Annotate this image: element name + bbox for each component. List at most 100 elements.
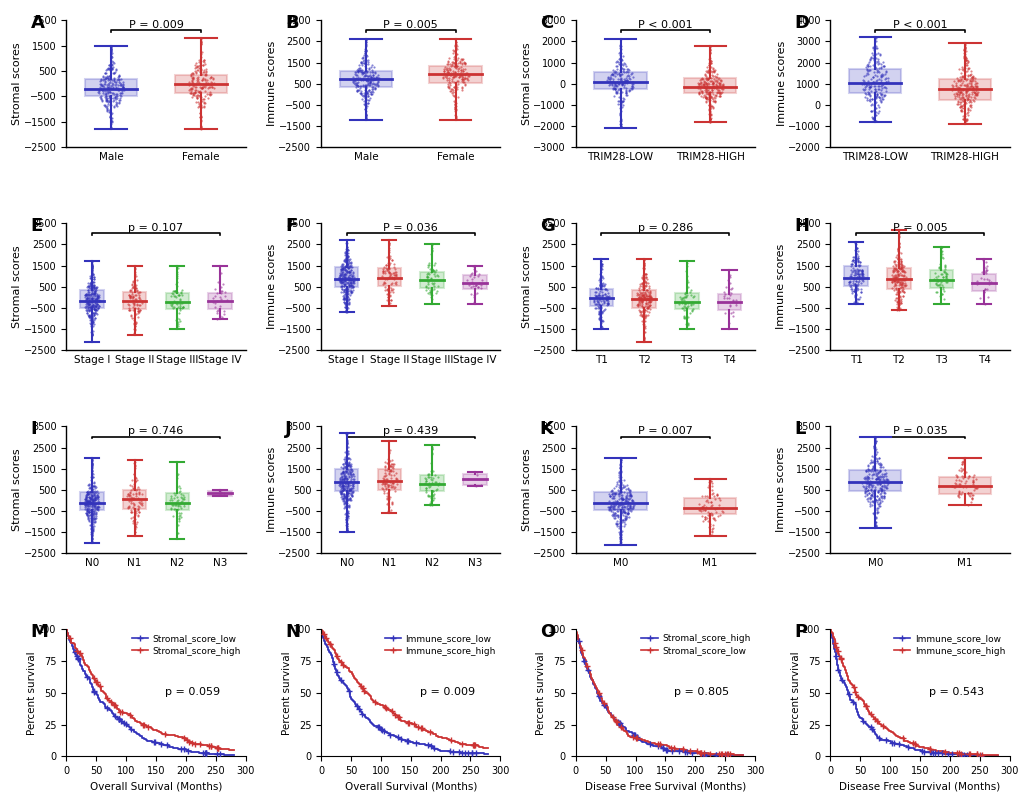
Point xyxy=(961,99,977,112)
Point xyxy=(589,289,605,302)
Point xyxy=(115,78,131,91)
Point xyxy=(86,300,102,313)
Point xyxy=(697,91,713,104)
Point xyxy=(856,482,872,495)
Point xyxy=(124,515,141,527)
Point xyxy=(375,475,391,488)
Point xyxy=(186,80,203,93)
Point xyxy=(77,300,94,313)
Point xyxy=(457,57,473,70)
Point xyxy=(84,326,100,339)
Point xyxy=(362,85,378,98)
Point xyxy=(169,262,185,275)
Point xyxy=(78,505,95,518)
Point xyxy=(344,269,361,282)
Point xyxy=(126,513,143,526)
Point xyxy=(129,503,146,516)
Point xyxy=(332,486,348,499)
Point xyxy=(336,446,353,459)
Point xyxy=(336,271,353,284)
Point xyxy=(630,298,646,311)
Point xyxy=(712,74,729,87)
Point xyxy=(418,269,434,282)
Point xyxy=(613,498,630,511)
Point xyxy=(961,69,977,82)
Point xyxy=(78,291,95,304)
Point xyxy=(172,302,189,315)
Point xyxy=(593,279,609,292)
Point xyxy=(126,327,143,340)
Point xyxy=(697,95,713,108)
Point xyxy=(593,315,609,328)
Point xyxy=(619,70,635,83)
Point xyxy=(123,311,140,324)
Point xyxy=(333,480,350,493)
Point xyxy=(84,282,100,294)
Point xyxy=(338,289,355,302)
Point xyxy=(959,486,975,499)
Point xyxy=(360,53,376,66)
Point xyxy=(619,503,635,516)
Point xyxy=(935,265,952,278)
Point xyxy=(360,89,376,102)
Point xyxy=(894,273,910,286)
Point xyxy=(419,271,435,284)
Point xyxy=(463,267,479,280)
Point xyxy=(702,499,718,512)
Point xyxy=(466,262,482,275)
Point xyxy=(434,70,450,83)
Point xyxy=(962,486,978,499)
Point xyxy=(81,506,97,519)
Point xyxy=(421,256,437,269)
Point xyxy=(633,277,649,290)
Point xyxy=(948,469,964,482)
Bar xyxy=(675,293,698,309)
Stromal_score_high xyxy=(127,714,140,724)
Bar xyxy=(420,475,443,491)
Stromal_score_low xyxy=(103,704,115,714)
Point xyxy=(624,75,640,88)
Point xyxy=(386,266,403,279)
Point xyxy=(338,437,355,450)
Immune_score_low xyxy=(850,706,862,716)
Point xyxy=(339,284,356,297)
Point xyxy=(878,478,895,491)
Point xyxy=(133,294,150,307)
Point xyxy=(78,504,95,517)
Point xyxy=(639,286,655,299)
Point xyxy=(848,284,864,297)
Point xyxy=(99,72,115,85)
Point xyxy=(424,471,440,484)
Point xyxy=(100,62,116,75)
Point xyxy=(639,290,655,303)
Y-axis label: Immune scores: Immune scores xyxy=(775,447,786,532)
Immune_score_low xyxy=(835,671,847,681)
Point xyxy=(105,67,121,80)
Point xyxy=(337,294,354,307)
Point xyxy=(125,311,142,324)
Point xyxy=(88,303,104,316)
Point xyxy=(865,485,881,498)
Point xyxy=(703,509,719,522)
Bar xyxy=(928,270,953,288)
Point xyxy=(335,473,352,486)
Point xyxy=(101,73,117,86)
Text: p = 0.107: p = 0.107 xyxy=(128,222,183,233)
Point xyxy=(89,292,105,305)
Point xyxy=(421,468,437,481)
Bar xyxy=(174,74,227,92)
Point xyxy=(611,475,628,488)
Point xyxy=(865,451,881,464)
Point xyxy=(960,76,976,89)
Point xyxy=(81,491,97,504)
Point xyxy=(379,453,395,466)
Point xyxy=(636,291,652,304)
Point xyxy=(701,113,717,126)
Point xyxy=(697,91,713,104)
Point xyxy=(694,515,710,527)
Point xyxy=(966,72,982,85)
Point xyxy=(866,85,882,98)
Point xyxy=(121,490,138,503)
Point xyxy=(441,62,458,75)
Point xyxy=(866,519,882,532)
